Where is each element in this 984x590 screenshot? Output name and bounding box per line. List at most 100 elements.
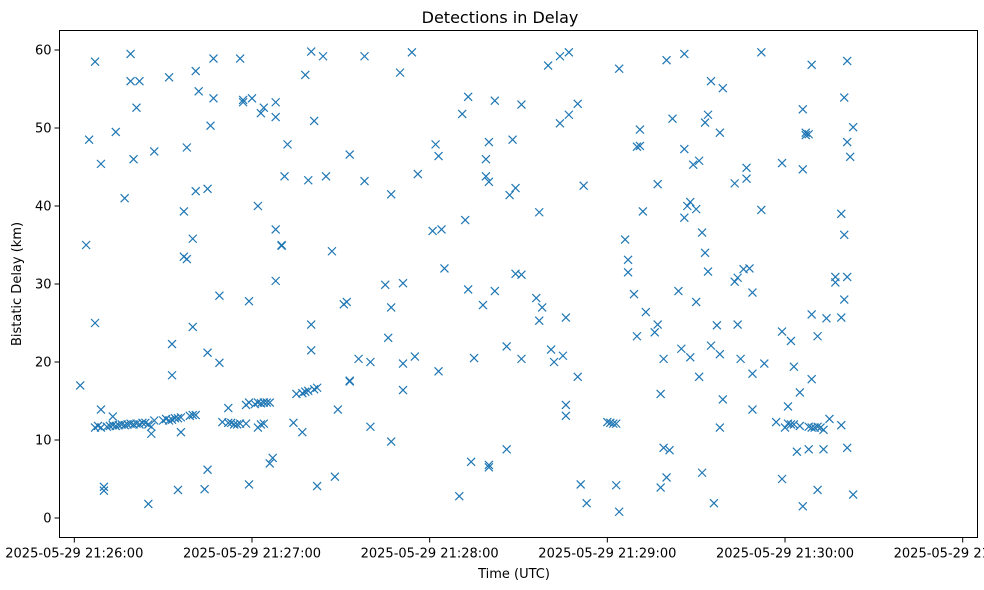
data-point bbox=[102, 422, 112, 432]
data-point bbox=[209, 54, 218, 64]
data-point bbox=[748, 369, 757, 379]
data-point bbox=[484, 460, 494, 470]
data-point bbox=[836, 313, 846, 322]
data-point bbox=[330, 472, 340, 482]
data-point bbox=[191, 410, 201, 420]
data-point bbox=[703, 110, 713, 120]
data-point bbox=[786, 419, 796, 429]
data-point bbox=[203, 184, 212, 194]
data-point bbox=[126, 49, 135, 59]
data-point bbox=[839, 93, 849, 103]
data-point bbox=[386, 302, 396, 312]
data-point bbox=[434, 366, 443, 376]
data-point bbox=[656, 389, 666, 399]
data-point bbox=[223, 418, 233, 428]
data-point bbox=[756, 205, 766, 215]
data-point bbox=[665, 445, 674, 455]
data-point bbox=[244, 398, 254, 407]
data-point bbox=[703, 267, 713, 276]
data-point bbox=[146, 422, 156, 432]
data-point bbox=[638, 207, 648, 216]
data-point bbox=[564, 110, 574, 120]
data-point bbox=[836, 420, 846, 430]
data-point bbox=[748, 288, 757, 298]
y-tick-label: 20 bbox=[35, 356, 52, 371]
data-point bbox=[700, 118, 710, 127]
data-point bbox=[706, 341, 716, 351]
data-point bbox=[558, 351, 568, 361]
data-point bbox=[137, 418, 147, 428]
data-point bbox=[244, 480, 254, 489]
data-point bbox=[173, 413, 183, 423]
data-point bbox=[200, 484, 210, 494]
data-point bbox=[268, 453, 278, 463]
data-point bbox=[309, 116, 319, 126]
data-point bbox=[611, 480, 621, 490]
plot-area bbox=[59, 30, 978, 538]
data-point bbox=[176, 412, 186, 422]
data-point bbox=[786, 336, 796, 346]
data-point bbox=[188, 410, 198, 420]
data-point bbox=[321, 171, 331, 181]
data-point bbox=[466, 457, 476, 467]
data-point bbox=[262, 398, 272, 407]
data-point bbox=[354, 354, 364, 364]
data-point bbox=[135, 76, 144, 86]
data-point bbox=[712, 320, 722, 330]
data-point bbox=[256, 108, 266, 118]
data-point bbox=[306, 47, 316, 56]
data-point bbox=[780, 423, 790, 432]
data-point bbox=[662, 55, 671, 65]
data-point bbox=[96, 405, 106, 415]
data-point bbox=[771, 417, 781, 427]
data-point bbox=[238, 95, 248, 105]
data-point bbox=[632, 142, 642, 152]
data-point bbox=[807, 374, 817, 384]
data-point bbox=[259, 419, 269, 429]
data-point bbox=[306, 320, 316, 329]
data-point bbox=[265, 458, 275, 468]
data-point bbox=[792, 447, 802, 457]
data-point bbox=[759, 359, 769, 368]
data-point bbox=[203, 465, 212, 475]
y-tick-label: 30 bbox=[35, 278, 52, 293]
data-point bbox=[608, 419, 618, 429]
data-point bbox=[691, 297, 701, 307]
data-point bbox=[798, 104, 808, 114]
data-point bbox=[149, 416, 159, 425]
data-point bbox=[842, 137, 852, 147]
x-axis-ticks: 2025-05-29 21:26:00 2025-05-29 21:27:00 20… bbox=[5, 537, 984, 562]
data-point bbox=[801, 130, 811, 140]
data-point bbox=[573, 99, 583, 109]
data-point bbox=[132, 103, 141, 113]
data-point bbox=[84, 135, 94, 145]
data-point bbox=[99, 482, 109, 492]
y-axis-label: Bistatic Delay (km) bbox=[10, 222, 25, 346]
data-point bbox=[733, 273, 743, 283]
data-point bbox=[457, 109, 467, 119]
x-axis-label: Time (UTC) bbox=[477, 567, 550, 582]
data-point bbox=[271, 276, 281, 286]
data-point bbox=[398, 359, 408, 368]
data-point bbox=[641, 307, 651, 317]
data-point bbox=[611, 419, 621, 429]
data-point bbox=[437, 224, 446, 234]
data-point bbox=[694, 156, 704, 166]
data-point bbox=[706, 76, 716, 86]
data-point bbox=[825, 414, 834, 424]
data-point bbox=[748, 405, 757, 415]
data-point bbox=[679, 144, 689, 154]
data-point bbox=[484, 462, 494, 472]
data-point bbox=[635, 141, 645, 151]
data-point bbox=[241, 419, 251, 429]
data-point bbox=[614, 64, 624, 74]
data-point bbox=[143, 499, 153, 509]
data-point bbox=[434, 151, 443, 161]
data-point bbox=[303, 386, 313, 396]
data-point bbox=[813, 485, 823, 495]
data-point bbox=[517, 100, 526, 110]
data-point bbox=[277, 240, 287, 250]
data-point bbox=[386, 437, 396, 446]
data-point bbox=[819, 444, 828, 454]
data-point bbox=[531, 293, 541, 303]
